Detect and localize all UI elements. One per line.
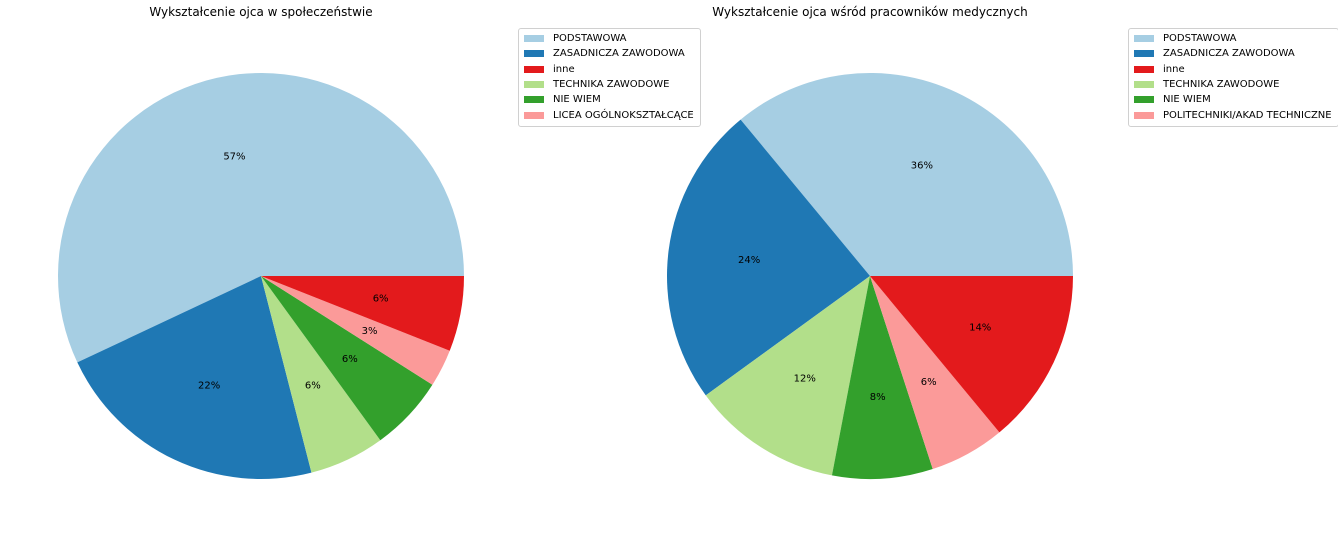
legend-label: ZASADNICZA ZAWODOWA [1163, 48, 1295, 60]
pie-slice-nie-wiem [261, 276, 433, 441]
legend-label: PODSTAWOWA [553, 33, 627, 45]
legend-item: POLITECHNIKI/AKAD TECHNICZNE [1134, 107, 1332, 122]
legend-label: inne [1163, 63, 1185, 75]
pie-slice-licea-og-lnokszta-c-ce [261, 276, 450, 385]
legend: PODSTAWOWA ZASADNICZA ZAWODOWA inne TECH… [1128, 28, 1338, 127]
legend-label: NIE WIEM [1163, 94, 1211, 106]
legend-swatch [524, 111, 544, 119]
slice-percent-label: 3% [362, 326, 378, 337]
pie-slice-podstawowa [740, 73, 1073, 276]
slice-percent-label: 8% [870, 392, 886, 403]
legend-swatch [1134, 96, 1154, 104]
pie-slice-inne [261, 276, 464, 351]
legend-item: TECHNIKA ZAWODOWE [1134, 77, 1332, 92]
pie-slice-zasadnicza-zawodowa [667, 119, 870, 396]
legend-label: LICEA OGÓLNOKSZTAŁCĄCE [553, 109, 694, 121]
legend-swatch [524, 65, 544, 73]
pie-slice-technika-zawodowe [705, 276, 870, 476]
legend-item: LICEA OGÓLNOKSZTAŁCĄCE [524, 107, 694, 122]
legend-item: PODSTAWOWA [1134, 31, 1332, 46]
legend-label: TECHNIKA ZAWODOWE [1163, 79, 1280, 91]
legend-item: ZASADNICZA ZAWODOWA [524, 46, 694, 61]
pie-slice-nie-wiem [831, 276, 933, 479]
pie-chart-medical-workers: Wykształcenie ojca wśród pracowników med… [667, 0, 1338, 537]
legend-swatch [1134, 50, 1154, 58]
legend-swatch [1134, 81, 1154, 89]
pie-plot-medical-workers: 36% 24% 12% 8% 6% 14% [667, 73, 1073, 479]
slice-percent-label: 14% [969, 322, 991, 333]
legend-label: inne [553, 63, 575, 75]
pie-slice-podstawowa [57, 72, 464, 363]
pie-slice-politechniki-akad-techniczne [870, 276, 1000, 470]
slice-percent-label: 6% [373, 293, 389, 304]
slice-percent-label: 57% [223, 152, 245, 163]
slice-percent-label: 24% [738, 255, 760, 266]
legend-item: inne [1134, 62, 1332, 77]
pie-slice-zasadnicza-zawodowa [77, 276, 312, 479]
legend-label: NIE WIEM [553, 94, 601, 106]
legend-label: POLITECHNIKI/AKAD TECHNICZNE [1163, 109, 1332, 121]
legend-item: TECHNIKA ZAWODOWE [524, 77, 694, 92]
pie-slice-inne [870, 276, 1073, 433]
pie-chart-society: Wykształcenie ojca w społeczeństwie 57% 2… [57, 5, 701, 479]
legend-swatch [524, 35, 544, 43]
legend-item: NIE WIEM [524, 92, 694, 107]
legend-label: PODSTAWOWA [1163, 33, 1237, 45]
legend-swatch [1134, 65, 1154, 73]
slice-percent-label: 6% [921, 377, 937, 388]
legend-item: NIE WIEM [1134, 92, 1332, 107]
legend-label: TECHNIKA ZAWODOWE [553, 79, 670, 91]
legend-swatch [1134, 35, 1154, 43]
legend-item: PODSTAWOWA [524, 31, 694, 46]
legend-swatch [524, 96, 544, 104]
legend-swatch [524, 50, 544, 58]
slice-percent-label: 22% [198, 381, 220, 392]
legend-label: ZASADNICZA ZAWODOWA [553, 48, 685, 60]
slice-percent-label: 12% [794, 373, 816, 384]
pie-plot-society: 57% 22% 6% 6% 3% 6% [57, 72, 464, 479]
pie-slice-technika-zawodowe [261, 276, 381, 473]
legend-item: ZASADNICZA ZAWODOWA [1134, 46, 1332, 61]
slice-percent-label: 6% [342, 354, 358, 365]
legend-item: inne [524, 62, 694, 77]
slice-percent-label: 6% [305, 381, 321, 392]
chart-title: Wykształcenie ojca wśród pracowników med… [712, 5, 1028, 19]
legend-swatch [524, 81, 544, 89]
legend: PODSTAWOWA ZASADNICZA ZAWODOWA inne TECH… [518, 28, 701, 127]
legend-swatch [1134, 111, 1154, 119]
chart-title: Wykształcenie ojca w społeczeństwie [149, 5, 373, 19]
slice-percent-label: 36% [911, 160, 933, 171]
